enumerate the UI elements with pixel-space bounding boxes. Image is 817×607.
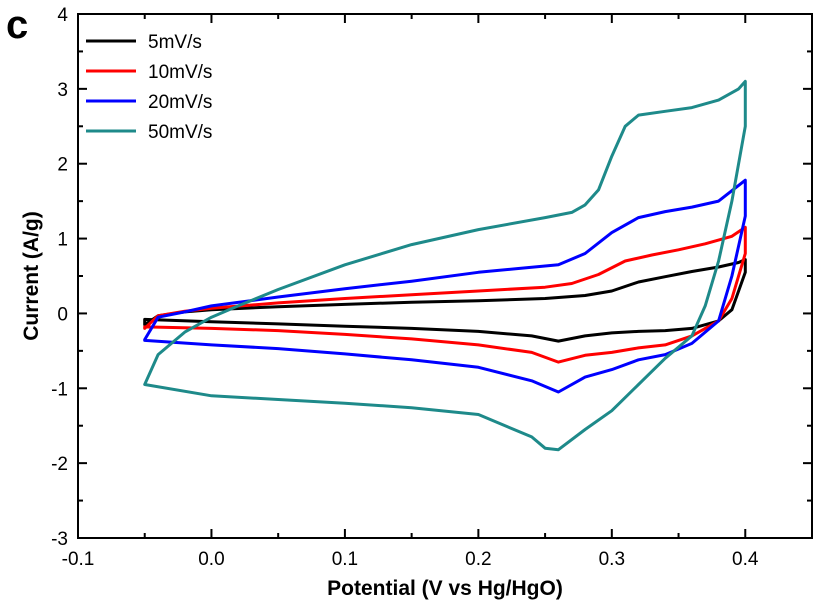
x-tick-label: 0.3: [599, 549, 625, 570]
y-tick-label: 3: [57, 80, 68, 101]
y-axis: -3 -2 -1 0 1 2 3 4: [51, 5, 812, 550]
y-tick-label: 4: [57, 5, 68, 26]
y-tick-label: 0: [57, 304, 68, 325]
series-group: [143, 79, 747, 452]
panel-label: c: [6, 3, 28, 47]
series-line-1: [143, 225, 747, 364]
x-tick-label: 0.0: [198, 549, 224, 570]
legend-label-2: 20mV/s: [148, 92, 212, 113]
series-line-2: [143, 178, 747, 394]
y-tick-label: -2: [51, 454, 68, 475]
legend-label-3: 50mV/s: [148, 122, 212, 143]
legend: 5mV/s 10mV/s 20mV/s 50mV/s: [86, 32, 212, 143]
series-line-0: [143, 258, 747, 343]
y-tick-label: 2: [57, 155, 68, 176]
x-tick-label: -0.1: [62, 549, 95, 570]
x-tick-label: 0.1: [332, 549, 358, 570]
y-axis-label: Current (A/g): [20, 211, 43, 341]
y-tick-label: -3: [51, 529, 68, 550]
series-line-3: [143, 79, 747, 452]
legend-label-0: 5mV/s: [148, 32, 202, 53]
legend-label-1: 10mV/s: [148, 62, 212, 83]
y-tick-label: -1: [51, 379, 68, 400]
x-tick-label: 0.4: [732, 549, 759, 570]
y-tick-label: 1: [57, 230, 68, 251]
x-tick-label: 0.2: [465, 549, 491, 570]
x-axis-label: Potential (V vs Hg/HgO): [327, 577, 563, 600]
x-axis: -0.1 0.0 0.1 0.2 0.3 0.4: [62, 14, 759, 570]
